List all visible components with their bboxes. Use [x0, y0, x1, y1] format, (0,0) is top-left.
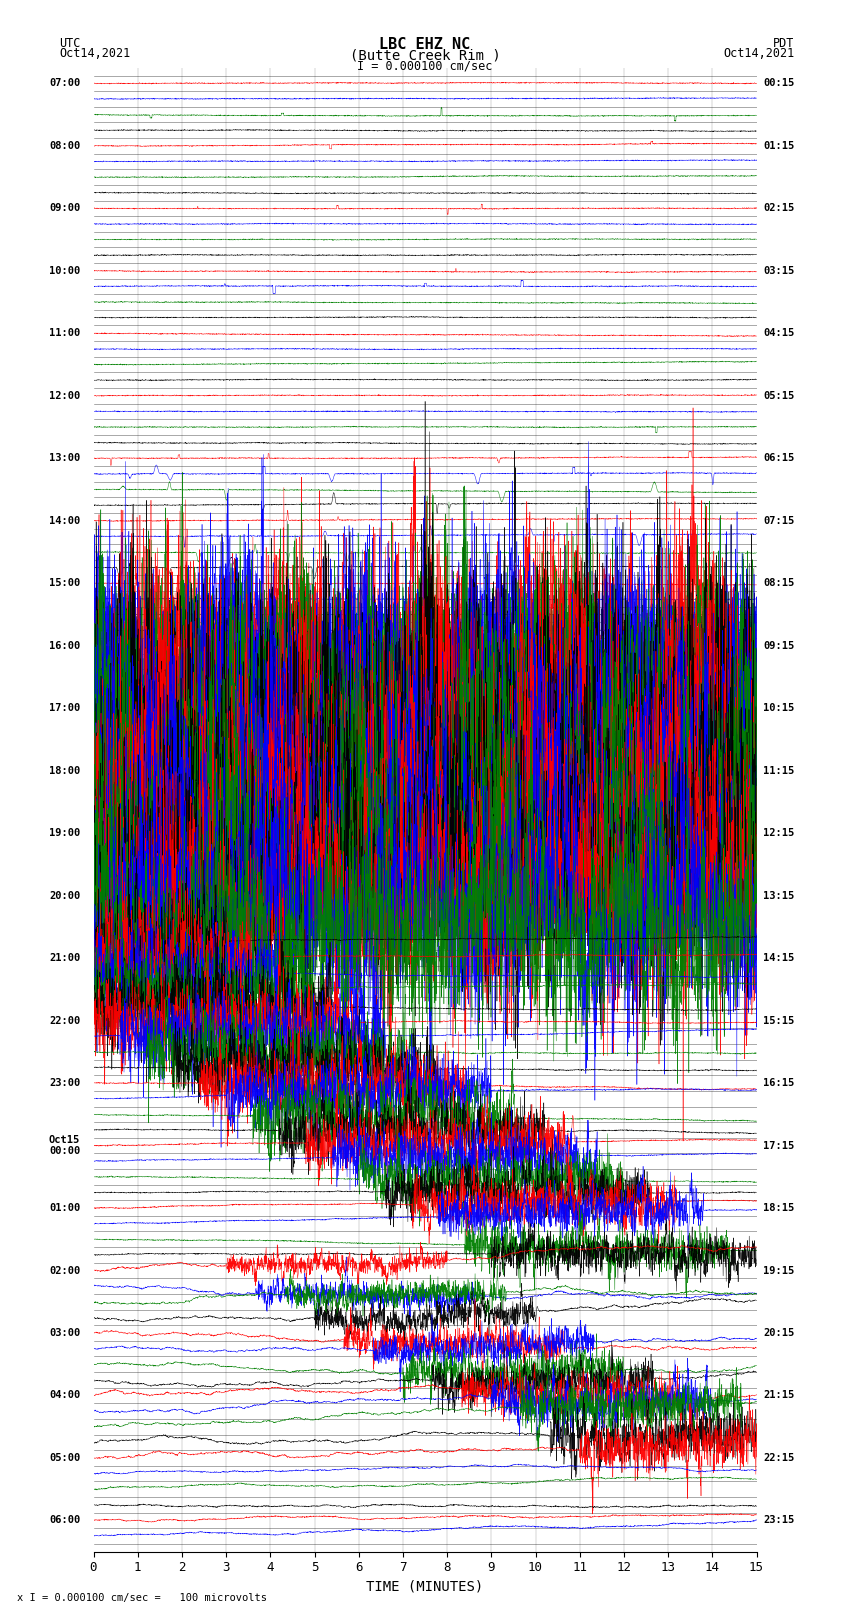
Text: 02:15: 02:15 — [763, 203, 795, 213]
Text: 16:15: 16:15 — [763, 1077, 795, 1089]
Text: I = 0.000100 cm/sec: I = 0.000100 cm/sec — [357, 60, 493, 73]
Text: 15:15: 15:15 — [763, 1016, 795, 1026]
Text: Oct15
00:00: Oct15 00:00 — [49, 1136, 80, 1157]
Text: 10:15: 10:15 — [763, 703, 795, 713]
Text: 08:15: 08:15 — [763, 577, 795, 589]
Text: 17:00: 17:00 — [49, 703, 80, 713]
Text: 22:15: 22:15 — [763, 1453, 795, 1463]
Text: 14:15: 14:15 — [763, 953, 795, 963]
Text: 05:15: 05:15 — [763, 390, 795, 400]
Text: Oct14,2021: Oct14,2021 — [723, 47, 795, 60]
Text: PDT: PDT — [774, 37, 795, 50]
Text: 21:00: 21:00 — [49, 953, 80, 963]
Text: LBC EHZ NC: LBC EHZ NC — [379, 37, 471, 52]
X-axis label: TIME (MINUTES): TIME (MINUTES) — [366, 1581, 484, 1594]
Text: 11:15: 11:15 — [763, 766, 795, 776]
Text: 06:15: 06:15 — [763, 453, 795, 463]
Text: 08:00: 08:00 — [49, 140, 80, 152]
Text: 20:15: 20:15 — [763, 1327, 795, 1339]
Text: 12:15: 12:15 — [763, 827, 795, 839]
Text: 01:15: 01:15 — [763, 140, 795, 152]
Text: 13:15: 13:15 — [763, 890, 795, 900]
Text: 16:00: 16:00 — [49, 640, 80, 650]
Text: 07:00: 07:00 — [49, 79, 80, 89]
Text: (Butte Creek Rim ): (Butte Creek Rim ) — [349, 48, 501, 63]
Text: 14:00: 14:00 — [49, 516, 80, 526]
Text: 04:15: 04:15 — [763, 329, 795, 339]
Text: 11:00: 11:00 — [49, 329, 80, 339]
Text: 09:00: 09:00 — [49, 203, 80, 213]
Text: 05:00: 05:00 — [49, 1453, 80, 1463]
Text: 13:00: 13:00 — [49, 453, 80, 463]
Text: 03:00: 03:00 — [49, 1327, 80, 1339]
Text: 06:00: 06:00 — [49, 1516, 80, 1526]
Text: 15:00: 15:00 — [49, 577, 80, 589]
Text: 10:00: 10:00 — [49, 266, 80, 276]
Text: 19:15: 19:15 — [763, 1266, 795, 1276]
Text: 18:00: 18:00 — [49, 766, 80, 776]
Text: 07:15: 07:15 — [763, 516, 795, 526]
Text: 03:15: 03:15 — [763, 266, 795, 276]
Text: 23:15: 23:15 — [763, 1516, 795, 1526]
Text: Oct14,2021: Oct14,2021 — [60, 47, 131, 60]
Text: 02:00: 02:00 — [49, 1266, 80, 1276]
Text: 19:00: 19:00 — [49, 827, 80, 839]
Text: 23:00: 23:00 — [49, 1077, 80, 1089]
Text: 00:15: 00:15 — [763, 79, 795, 89]
Text: 12:00: 12:00 — [49, 390, 80, 400]
Text: 17:15: 17:15 — [763, 1140, 795, 1150]
Text: 01:00: 01:00 — [49, 1203, 80, 1213]
Text: UTC: UTC — [60, 37, 81, 50]
Text: 20:00: 20:00 — [49, 890, 80, 900]
Text: 09:15: 09:15 — [763, 640, 795, 650]
Text: 18:15: 18:15 — [763, 1203, 795, 1213]
Text: 04:00: 04:00 — [49, 1390, 80, 1400]
Text: 22:00: 22:00 — [49, 1016, 80, 1026]
Text: x I = 0.000100 cm/sec =   100 microvolts: x I = 0.000100 cm/sec = 100 microvolts — [17, 1594, 267, 1603]
Text: 21:15: 21:15 — [763, 1390, 795, 1400]
